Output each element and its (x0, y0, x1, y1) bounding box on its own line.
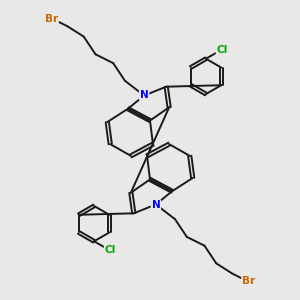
Text: Cl: Cl (105, 244, 116, 254)
Text: N: N (152, 200, 160, 210)
Text: N: N (140, 90, 148, 100)
Text: Br: Br (45, 14, 58, 24)
Text: Cl: Cl (217, 46, 228, 56)
Text: Br: Br (242, 276, 255, 286)
